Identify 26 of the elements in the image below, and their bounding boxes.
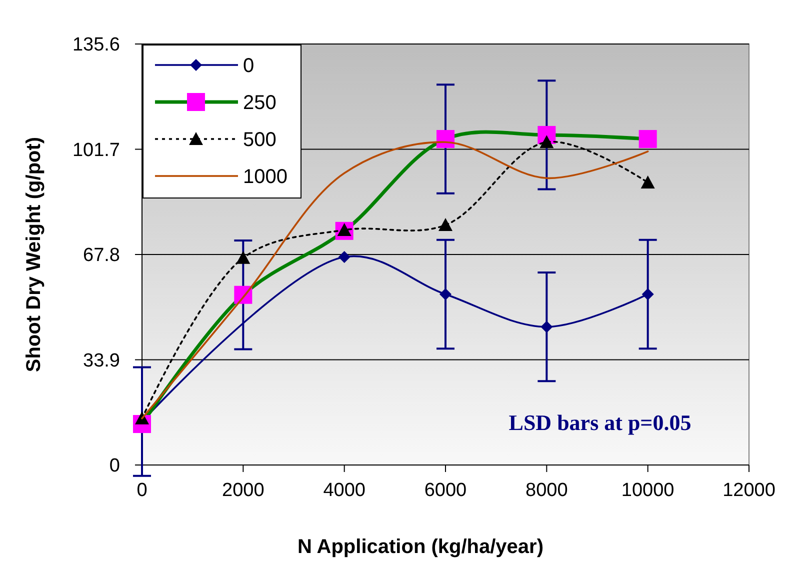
y-tick-label: 101.7	[72, 140, 120, 161]
point	[640, 175, 655, 188]
x-tick-label: 0	[136, 480, 148, 501]
point	[440, 288, 452, 300]
x-tick-label: 4000	[323, 480, 366, 501]
legend-label: 500	[243, 129, 276, 151]
x-tick-label: 10000	[621, 480, 674, 501]
y-tick-label: 0	[109, 456, 120, 477]
point	[338, 250, 350, 263]
x-tick-label: 8000	[526, 480, 568, 501]
y-tick-label: 135.6	[72, 34, 120, 56]
legend-label: 250	[243, 92, 276, 114]
point	[236, 250, 250, 264]
point	[540, 320, 553, 333]
x-tick-label: 12000	[722, 480, 776, 501]
y-tick-label: 33.9	[83, 350, 120, 372]
x-tick-label: 6000	[424, 480, 467, 501]
x-axis-title: N Application (kg/ha/year)	[298, 536, 544, 558]
legend-label: 0	[243, 55, 254, 77]
y-tick-label: 67.8	[83, 245, 120, 266]
legend-label: 1000	[243, 166, 288, 188]
annotation: LSD bars at p=0.05	[508, 410, 692, 435]
x-tick-label: 2000	[222, 480, 264, 501]
point	[642, 288, 654, 300]
y-axis-title: Shoot Dry Weight (g/pot)	[23, 136, 45, 372]
point	[438, 218, 452, 232]
